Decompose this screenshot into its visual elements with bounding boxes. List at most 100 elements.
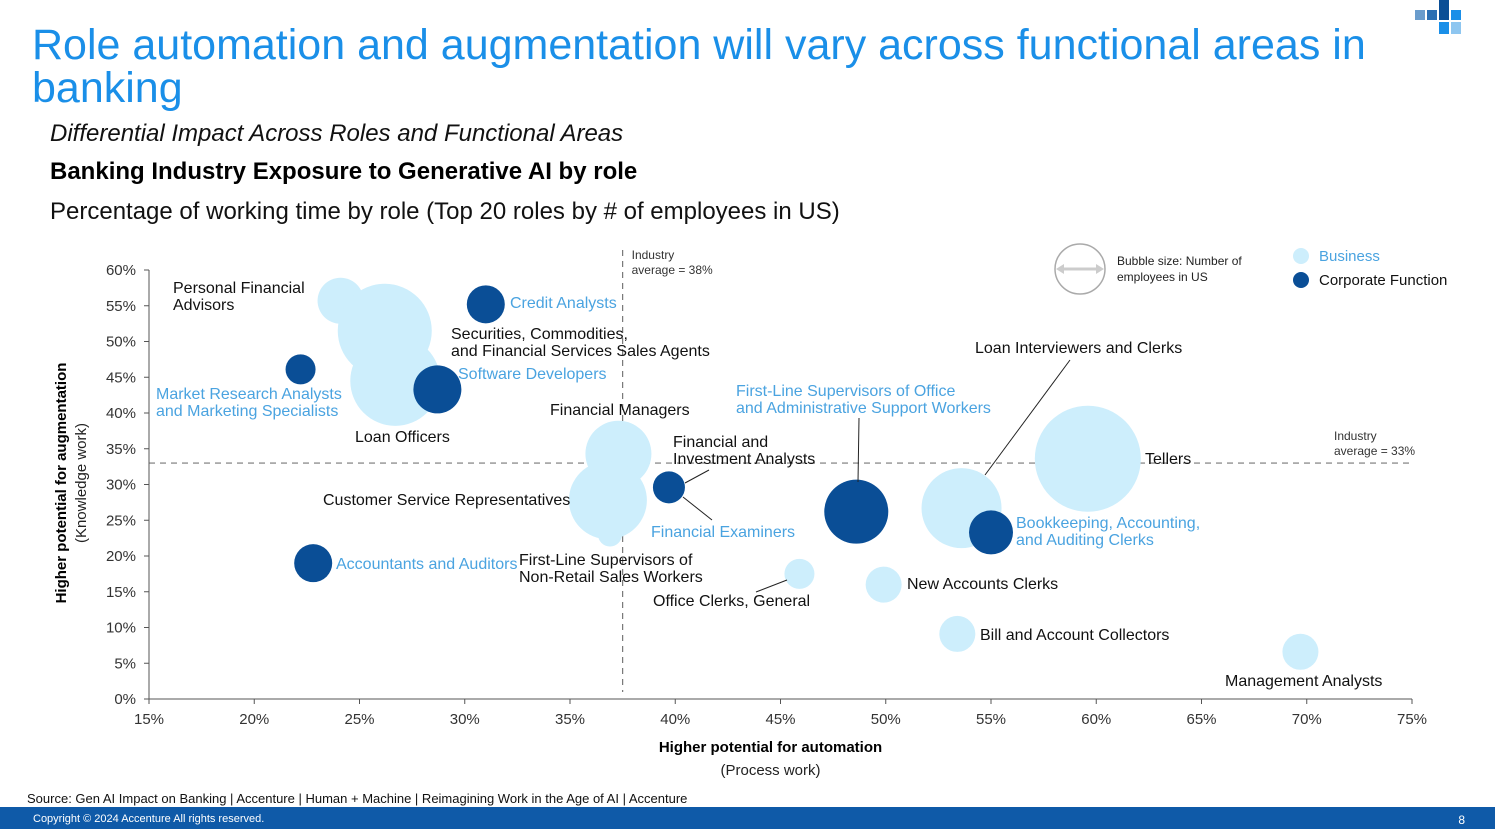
legend-size-note: Bubble size: Number of bbox=[1117, 254, 1242, 268]
x-tick-label: 45% bbox=[765, 711, 795, 728]
bubble-business bbox=[568, 461, 647, 540]
legend-label-business: Business bbox=[1319, 248, 1380, 265]
page-title: Role automation and augmentation will va… bbox=[32, 21, 1366, 112]
bubble-size-legend-icon bbox=[1054, 243, 1106, 295]
bubble-label: First-Line Supervisors of bbox=[519, 552, 693, 569]
legend-swatch-corporate bbox=[1293, 272, 1309, 288]
legend-swatch-business bbox=[1293, 248, 1309, 264]
bubble-label: Bookkeeping, Accounting, bbox=[1016, 515, 1200, 532]
bubble-corporate bbox=[466, 285, 505, 324]
industry-average-x-value: average = 38% bbox=[632, 263, 713, 277]
x-tick-label: 30% bbox=[450, 711, 480, 728]
y-tick-label: 0% bbox=[114, 691, 136, 708]
bubble-corporate bbox=[824, 479, 889, 544]
bubble-label: Customer Service Representatives bbox=[323, 492, 570, 509]
bubble-label: and Auditing Clerks bbox=[1016, 532, 1154, 549]
y-tick-label: 50% bbox=[106, 334, 136, 351]
y-tick-label: 35% bbox=[106, 441, 136, 458]
bubble-label: Investment Analysts bbox=[673, 451, 815, 468]
x-tick-label: 75% bbox=[1397, 711, 1427, 728]
bubble-label: and Administrative Support Workers bbox=[736, 400, 991, 417]
bubble-label: Tellers bbox=[1145, 451, 1191, 468]
bubble-label: Software Developers bbox=[458, 366, 607, 383]
x-tick-label: 65% bbox=[1186, 711, 1216, 728]
x-tick-label: 25% bbox=[344, 711, 374, 728]
bubble-corporate bbox=[413, 365, 462, 414]
bubble-business bbox=[865, 566, 902, 603]
y-tick-label: 40% bbox=[106, 405, 136, 422]
bubble-label: Financial Examiners bbox=[651, 524, 795, 541]
subtitle-bold: Banking Industry Exposure to Generative … bbox=[50, 158, 638, 185]
industry-average-y-label: Industry bbox=[1334, 429, 1377, 443]
y-tick-label: 60% bbox=[106, 262, 136, 279]
leader-line bbox=[984, 359, 1071, 476]
bubble-label: Advisors bbox=[173, 297, 234, 314]
y-tick-label: 45% bbox=[106, 369, 136, 386]
y-axis-title: Higher potential for augmentation bbox=[53, 363, 70, 604]
x-tick-label: 55% bbox=[976, 711, 1006, 728]
y-tick-label: 25% bbox=[106, 512, 136, 529]
y-tick-label: 15% bbox=[106, 584, 136, 601]
x-tick-label: 35% bbox=[555, 711, 585, 728]
bubble-label: Loan Interviewers and Clerks bbox=[975, 340, 1182, 357]
x-tick-label: 60% bbox=[1081, 711, 1111, 728]
y-tick-label: 10% bbox=[106, 620, 136, 637]
leader-line bbox=[682, 496, 713, 521]
footer-bar bbox=[0, 807, 1495, 829]
x-tick-label: 70% bbox=[1292, 711, 1322, 728]
bubble-business bbox=[784, 558, 815, 589]
legend-size-note-2: employees in US bbox=[1117, 270, 1208, 284]
bubble-business bbox=[350, 335, 441, 426]
bubble-label: Management Analysts bbox=[1225, 673, 1382, 690]
y-tick-label: 20% bbox=[106, 548, 136, 565]
x-tick-label: 15% bbox=[134, 711, 164, 728]
y-axis-subtitle: (Knowledge work) bbox=[73, 423, 90, 543]
bubble-label: Office Clerks, General bbox=[653, 593, 810, 610]
bubble-label: Financial Managers bbox=[550, 402, 690, 419]
arrow-left-icon bbox=[1056, 264, 1064, 274]
legend-label-corporate: Corporate Function bbox=[1319, 272, 1447, 289]
x-axis-title: Higher potential for automation bbox=[659, 739, 882, 756]
bubble-label: Bill and Account Collectors bbox=[980, 627, 1169, 644]
bubble-label: and Financial Services Sales Agents bbox=[451, 343, 710, 360]
bubble-corporate bbox=[294, 544, 333, 583]
industry-average-x-label: Industry bbox=[632, 248, 675, 262]
subtitle-plain: Percentage of working time by role (Top … bbox=[50, 198, 840, 225]
bubble-corporate bbox=[285, 354, 316, 385]
subtitle-italic: Differential Impact Across Roles and Fun… bbox=[50, 120, 624, 147]
bubble-label: Market Research Analysts bbox=[156, 386, 342, 403]
x-tick-label: 40% bbox=[660, 711, 690, 728]
arrow-right-icon bbox=[1096, 264, 1104, 274]
y-tick-label: 55% bbox=[106, 298, 136, 315]
bubble-label: First-Line Supervisors of Office bbox=[736, 383, 955, 400]
leader-line bbox=[755, 579, 788, 593]
industry-average-y-value: average = 33% bbox=[1334, 444, 1415, 458]
bubble-label: Non-Retail Sales Workers bbox=[519, 569, 703, 586]
bubble-label: Loan Officers bbox=[355, 429, 450, 446]
bubble-business bbox=[597, 522, 622, 547]
leader-line bbox=[684, 469, 710, 484]
bubble-corporate bbox=[969, 510, 1013, 555]
bubble-label: Financial and bbox=[673, 434, 768, 451]
leader-line bbox=[857, 417, 860, 483]
x-axis-subtitle: (Process work) bbox=[720, 762, 820, 779]
bubble-label: Accountants and Auditors bbox=[336, 556, 517, 573]
bubble-label: Credit Analysts bbox=[510, 295, 617, 312]
bubble-label: Securities, Commodities, bbox=[451, 326, 628, 343]
copyright: Copyright © 2024 Accenture All rights re… bbox=[33, 813, 265, 825]
bubble-business bbox=[939, 615, 976, 652]
bubble-business bbox=[1034, 405, 1141, 512]
bubble-label: New Accounts Clerks bbox=[907, 576, 1058, 593]
y-tick-label: 30% bbox=[106, 477, 136, 494]
bubble-business bbox=[1282, 633, 1319, 670]
brand-logo-icon bbox=[1415, 0, 1461, 34]
x-tick-label: 50% bbox=[871, 711, 901, 728]
bubble-label: Personal Financial bbox=[173, 280, 305, 297]
bubble-corporate bbox=[652, 471, 685, 504]
page-number: 8 bbox=[1458, 813, 1465, 827]
bubble-label: and Marketing Specialists bbox=[156, 403, 338, 420]
x-tick-label: 20% bbox=[239, 711, 269, 728]
y-tick-label: 5% bbox=[114, 655, 136, 672]
source-note: Source: Gen AI Impact on Banking | Accen… bbox=[27, 791, 688, 806]
